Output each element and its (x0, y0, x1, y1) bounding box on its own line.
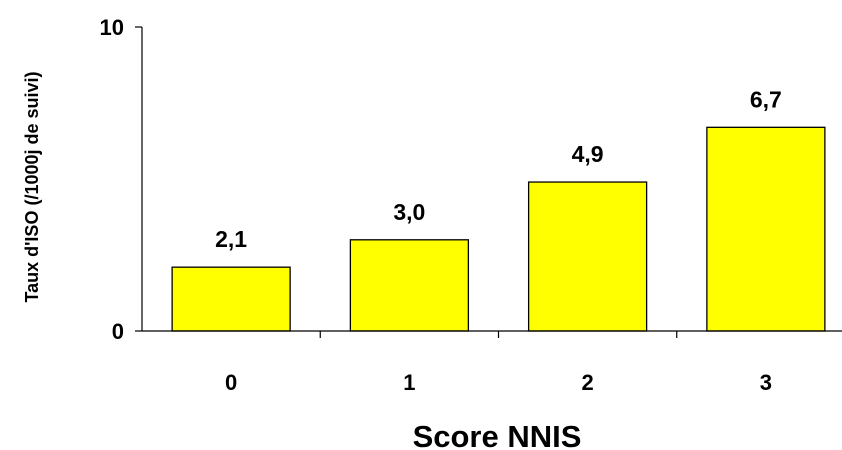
y-tick-label-10: 10 (100, 15, 124, 40)
x-tick-label-2: 2 (582, 370, 594, 395)
bars-layer (171, 126, 826, 332)
x-tick-label-0: 0 (225, 370, 237, 395)
data-label-2: 4,9 (572, 141, 604, 167)
x-tick-label-3: 3 (760, 370, 772, 395)
bar-0 (171, 266, 291, 332)
axes-layer (141, 27, 842, 332)
bar-1 (349, 239, 470, 332)
data-label-3: 6,7 (750, 86, 782, 112)
x-ticks: 0 1 2 3 (225, 331, 772, 395)
x-tick-label-1: 1 (403, 370, 415, 395)
y-axis-title: Taux d'ISO (/1000j de suivi) (22, 71, 42, 302)
bar-3 (706, 126, 826, 332)
y-ticks: 0 10 (100, 15, 142, 344)
bar-2 (527, 181, 648, 332)
y-tick-label-0: 0 (112, 319, 124, 344)
data-label-0: 2,1 (215, 226, 247, 252)
data-labels: 2,1 3,0 4,9 6,7 (215, 86, 782, 252)
x-axis-title: Score NNIS (413, 419, 582, 450)
data-label-1: 3,0 (393, 199, 425, 225)
